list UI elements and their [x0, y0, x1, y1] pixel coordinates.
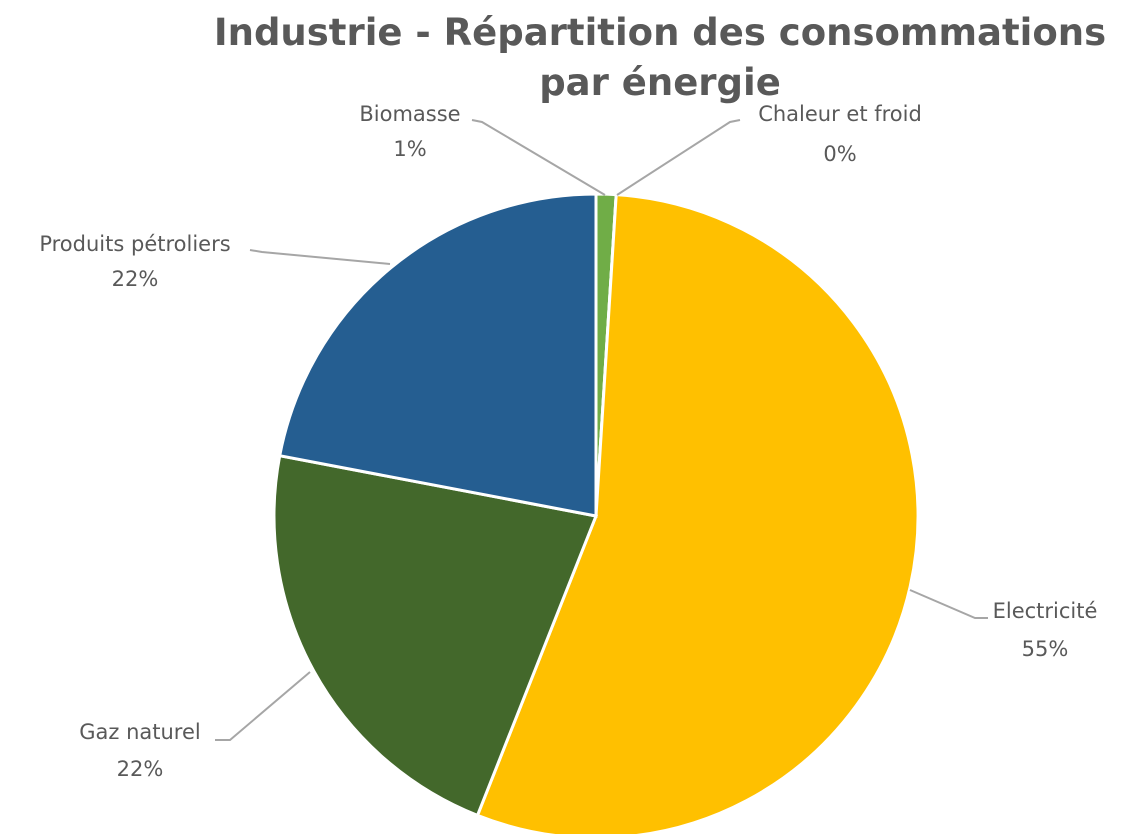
slice-label: Gaz naturel	[79, 720, 201, 744]
leader-line	[909, 589, 988, 619]
leader-line	[616, 119, 741, 196]
leader-lines	[215, 119, 988, 741]
pie-slice	[272, 453, 599, 818]
chart-title: Industrie - Répartition des consommation…	[213, 11, 1107, 104]
slices	[272, 192, 920, 834]
leader-line	[215, 671, 311, 741]
slice-label: Chaleur et froid	[758, 102, 922, 126]
leader-line	[471, 119, 606, 196]
leader-line	[249, 249, 391, 265]
slice-value-label: 1%	[393, 137, 426, 161]
slice-label: Biomasse	[359, 102, 460, 126]
slice-value-label: 22%	[112, 267, 159, 291]
slice-value-label: 0%	[823, 142, 856, 166]
slice-value-label: 22%	[117, 757, 164, 781]
pie-slice	[277, 192, 598, 518]
pie-slice	[475, 193, 920, 834]
slice-label: Electricité	[993, 599, 1098, 623]
slice-value-label: 55%	[1022, 637, 1069, 661]
slice-label: Produits pétroliers	[39, 232, 230, 256]
